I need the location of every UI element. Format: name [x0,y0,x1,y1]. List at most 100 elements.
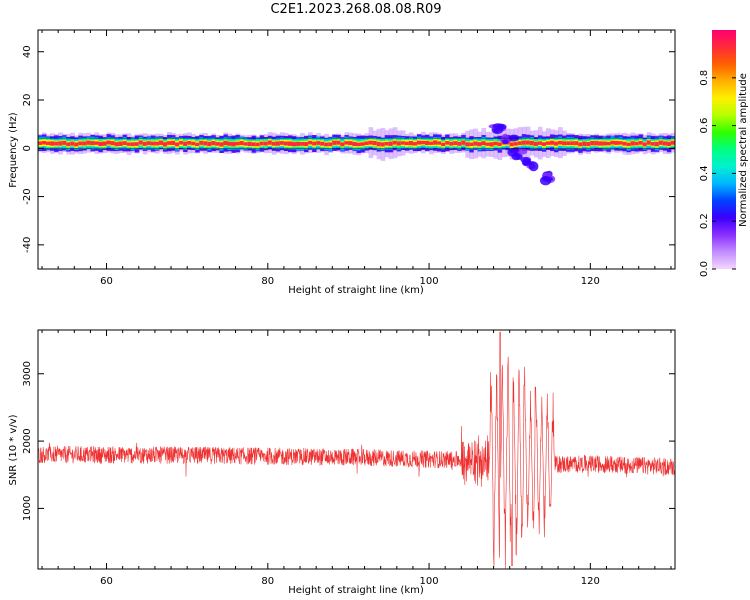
heatmap-cell [175,142,180,147]
heatmap-cell [82,141,87,146]
heatmap-cell [102,141,108,146]
heatmap-cell [570,141,575,146]
heatmap-cell [251,142,257,147]
heatmap-cell [465,142,470,147]
heatmap-cell [207,141,212,147]
heatmap-cell [521,140,527,145]
heatmap-cell [408,140,414,146]
heatmap-cell [296,141,301,146]
heatmap-cell [134,142,140,146]
snr-xtick-label: 80 [261,576,274,587]
heatmap-cell [392,140,398,145]
heatmap-cell [525,140,531,145]
spectrogram-frame [37,29,676,270]
heatmap-cell [658,140,664,145]
heatmap-cell [517,141,523,145]
heatmap-cell [267,140,273,145]
heatmap-cell [384,141,390,146]
heatmap-cell [598,141,604,146]
heatmap-cell [324,142,329,147]
heatmap-cell [142,141,148,146]
heatmap-cell [586,142,591,147]
heatmap-cell [666,141,672,146]
heatmap-cell [453,141,458,146]
heatmap-cell [340,142,346,147]
heatmap-cell [191,141,196,146]
spectrogram-ytick-label: 0 [22,145,33,151]
heatmap-cell [162,142,168,147]
colorbar-label: Normalized spectral amplitude [738,73,749,227]
heatmap-cell [562,141,567,146]
heatmap-cell [412,142,418,146]
heatmap-cell [328,142,333,147]
colorbar-scale [712,30,736,269]
heatmap-cell [110,141,116,146]
heatmap-cell [74,142,79,147]
heatmap-cell [642,142,648,147]
heatmap-cell [650,142,656,146]
figure-title: C2E1.2023.268.08.08.R09 [270,2,442,17]
heatmap-disturbance [516,148,528,155]
snr-xlabel: Height of straight line (km) [288,585,424,596]
heatmap-disturbance [511,152,521,161]
heatmap-cell [106,140,112,145]
snr-xtick-label: 120 [581,576,600,587]
heatmap-cell [449,141,454,146]
heatmap-cell [550,140,555,145]
heatmap-cell [469,142,475,147]
heatmap-cell [227,141,233,146]
snr-ticks: 60 80 100 120 1000 2000 3000 [22,330,675,587]
heatmap-disturbance [496,123,507,130]
snr-ytick-label: 1000 [22,496,33,521]
heatmap-disturbance [542,176,554,182]
heatmap-cell [247,141,253,147]
colorbar-tick-label: 0.6 [699,118,710,134]
heatmap-cell [146,141,152,146]
colorbar-tick-label: 0.0 [699,261,710,277]
heatmap-cell [493,141,499,146]
heatmap-cell [255,142,261,147]
heatmap-cell [457,141,462,146]
heatmap-cell [211,141,216,146]
heatmap-cell [50,141,55,146]
heatmap-cell [545,141,551,145]
snr-frame [37,329,676,570]
heatmap-cell [78,141,83,146]
heatmap-cell [42,140,47,145]
heatmap-cell [614,140,620,145]
heatmap-cell [372,140,378,146]
colorbar-ticks: 0.0 0.2 0.4 0.6 0.8 [699,70,736,277]
snr-ytick-label: 2000 [22,428,33,453]
heatmap-cell [271,141,277,146]
heatmap-cell [602,141,608,146]
heatmap-cell [114,142,120,147]
heatmap-cell [98,141,104,147]
heatmap-cell [320,141,325,146]
heatmap-cell [541,142,547,146]
heatmap-cell [158,140,164,145]
heatmap-cell [283,141,289,146]
heatmap-cell [94,141,100,145]
heatmap-cell [203,141,208,146]
heatmap-cell [150,141,156,146]
spectrogram-ticks: 60 80 100 120 -40 -20 0 20 40 [22,30,675,287]
colorbar-tick-label: 0.4 [699,165,710,181]
heatmap-cell [497,142,503,147]
heatmap-cell [179,140,184,145]
heatmap-cell [433,140,438,145]
heatmap-cell [219,142,225,147]
heatmap-cell [364,141,370,146]
heatmap-cell [279,141,285,145]
heatmap-cell [437,141,442,145]
heatmap-cell [662,141,668,146]
heatmap-cell [58,141,63,146]
heatmap-cell [126,142,132,146]
heatmap-cell [606,141,612,146]
heatmap-cell [304,141,309,147]
heatmap-cell [489,142,495,147]
heatmap-cell [215,142,221,146]
spectrogram-ytick-label: 40 [22,45,33,58]
heatmap-cell [376,141,382,147]
heatmap-cell [275,141,281,146]
